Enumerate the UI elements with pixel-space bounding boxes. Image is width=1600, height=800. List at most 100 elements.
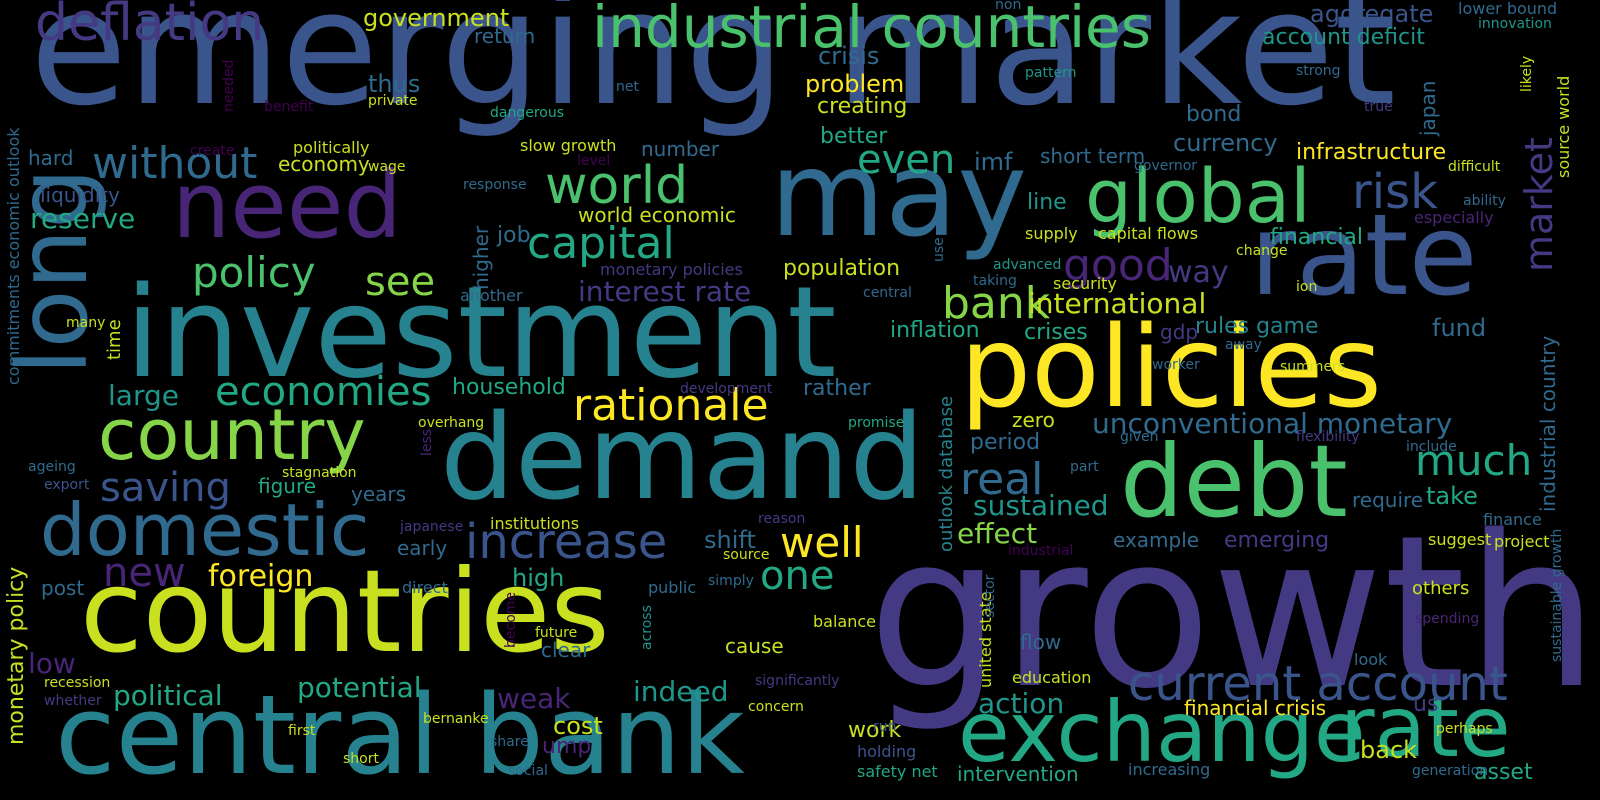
- word-international: international: [1028, 287, 1207, 320]
- word-concern: concern: [748, 699, 804, 715]
- word-non: non: [995, 0, 1022, 13]
- word-increase: increase: [465, 514, 668, 570]
- word-increasing: increasing: [1128, 760, 1211, 779]
- word-unconventional-monetary: unconventional monetary: [1092, 407, 1453, 440]
- word-share: share: [490, 734, 529, 750]
- word-source: source: [723, 547, 770, 563]
- word-real: real: [960, 454, 1044, 505]
- word-significantly: significantly: [755, 673, 840, 689]
- word-weak: weak: [497, 682, 571, 715]
- word-global: global: [1085, 154, 1311, 240]
- word-balance: balance: [813, 612, 876, 631]
- word-social: social: [508, 763, 548, 779]
- word-example: example: [1113, 528, 1200, 552]
- word-market-vertical: market: [1517, 137, 1561, 272]
- word-currency: currency: [1173, 129, 1278, 157]
- word-flow: flow: [1020, 630, 1062, 654]
- word-way: way: [1168, 255, 1229, 290]
- word-work: work: [848, 718, 902, 743]
- word-back: back: [1360, 736, 1418, 764]
- word-sustained: sustained: [973, 489, 1109, 522]
- word-supply: supply: [1025, 224, 1078, 243]
- word-period: period: [970, 430, 1041, 455]
- word-level: level: [577, 153, 611, 169]
- word-governor: governor: [1134, 158, 1198, 174]
- word-part: part: [1070, 459, 1099, 475]
- word-growth: growth: [868, 490, 1599, 735]
- word-return: return: [474, 24, 536, 48]
- word-economy: economy: [278, 152, 370, 176]
- word-world-economic: world economic: [578, 203, 736, 227]
- word-capital-flows: capital flows: [1098, 224, 1199, 243]
- word-well: well: [780, 518, 864, 567]
- word-security: security: [1053, 274, 1117, 293]
- word-ump: ump: [542, 734, 592, 759]
- word-government: government: [363, 4, 510, 32]
- word-whether: whether: [44, 693, 102, 709]
- word-response: response: [463, 177, 527, 193]
- word-saving: saving: [100, 465, 231, 511]
- word-monetary-policy: monetary policy: [4, 566, 29, 745]
- word-promise: promise: [848, 415, 905, 431]
- word-create: create: [190, 143, 235, 159]
- word-take: take: [1426, 482, 1478, 510]
- word-recession: recession: [44, 675, 111, 691]
- word-clear: clear: [541, 638, 591, 662]
- word-world: world: [545, 156, 689, 216]
- word-outlook-database: outlook database: [936, 395, 957, 552]
- word-dangerous: dangerous: [490, 105, 565, 121]
- word-aggregate: aggregate: [1310, 0, 1434, 28]
- word-cause: cause: [725, 634, 784, 658]
- word-crisis: crisis: [818, 42, 880, 70]
- word-use: use: [931, 237, 947, 262]
- word-imf: imf: [974, 148, 1013, 176]
- word-gdp: gdp: [1160, 320, 1199, 344]
- word-slow-growth: slow growth: [520, 136, 617, 155]
- word-generation: generation: [1412, 763, 1489, 779]
- word-one: one: [760, 553, 835, 599]
- word-number: number: [641, 137, 720, 161]
- word-job: job: [497, 223, 531, 248]
- word-public: public: [648, 578, 697, 597]
- word-potential: potential: [297, 671, 422, 704]
- word-sustainable-growth: sustainable growth: [1549, 528, 1565, 662]
- word-deflation: deflation: [35, 0, 265, 53]
- word-even: even: [857, 137, 956, 183]
- word-short: short: [343, 751, 379, 767]
- word-economies: economies: [215, 369, 432, 415]
- word-asset: asset: [1474, 760, 1533, 785]
- word-creating: creating: [817, 94, 908, 119]
- word-perhaps: perhaps: [1436, 721, 1493, 737]
- word-suggest: suggest: [1428, 530, 1492, 549]
- word-ageing: ageing: [28, 459, 76, 475]
- word-cost: cost: [553, 712, 603, 740]
- word-run: run: [873, 719, 897, 735]
- word-zero: zero: [1012, 408, 1055, 432]
- word-higher: higher: [469, 225, 493, 290]
- word-taking: taking: [973, 273, 1017, 289]
- word-politically: politically: [293, 138, 370, 157]
- word-domestic: domestic: [40, 488, 370, 572]
- word-good: good: [1063, 240, 1173, 291]
- word-inflation: inflation: [890, 318, 980, 343]
- word-rationale: rationale: [573, 380, 769, 431]
- word-source-world: source world: [1554, 75, 1573, 178]
- word-low: low: [28, 647, 76, 680]
- word-intervention: intervention: [957, 762, 1079, 786]
- word-risk: risk: [1352, 164, 1438, 220]
- word-see: see: [365, 259, 436, 305]
- word-first: first: [288, 723, 316, 739]
- word-country: country: [98, 394, 366, 476]
- word-new: new: [103, 550, 186, 596]
- word-flexibility: flexibility: [1296, 429, 1360, 445]
- word-become: become: [503, 591, 519, 648]
- word-bank: bank: [942, 278, 1051, 329]
- word-monetary-policies: monetary policies: [600, 260, 743, 279]
- word-financial: financial: [1270, 225, 1364, 250]
- word-interest-rate: interest rate: [578, 275, 752, 308]
- word-current-account: current account: [1128, 656, 1508, 712]
- word-project: project: [1494, 532, 1550, 551]
- word-benefit: benefit: [264, 99, 314, 115]
- word-rate-2: rate: [1340, 678, 1511, 776]
